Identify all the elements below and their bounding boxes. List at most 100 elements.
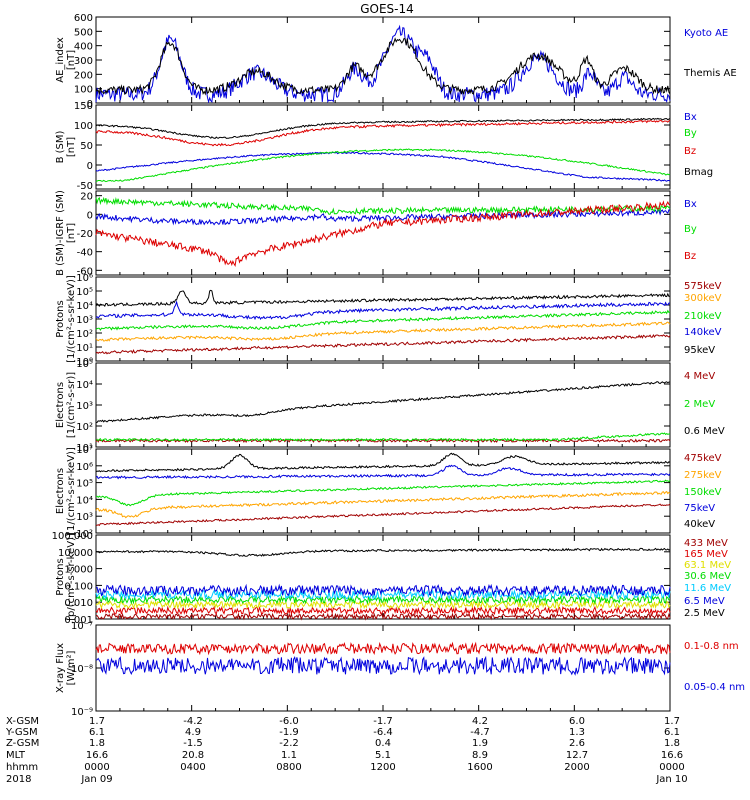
footer-cell: 1.3 bbox=[569, 727, 585, 738]
footer-cell: -1.5 bbox=[183, 738, 203, 749]
legend-entry: 40keV bbox=[684, 519, 715, 530]
legend-entry: 0.05-0.4 nm bbox=[684, 682, 745, 693]
footer-cell: -4.2 bbox=[183, 716, 203, 727]
y-tick-label: 10⁴ bbox=[76, 380, 93, 391]
series-line-300kev bbox=[95, 321, 671, 342]
y-axis-label: [nT] bbox=[66, 223, 77, 243]
y-tick-label: -20 bbox=[77, 229, 93, 240]
y-tick-label: -50 bbox=[77, 181, 93, 192]
y-axis-label: B (SM) bbox=[55, 130, 66, 163]
y-tick-label: 100 bbox=[74, 121, 93, 132]
y-tick-label: 20 bbox=[80, 192, 93, 203]
footer-cell: -2.2 bbox=[279, 738, 299, 749]
legend-entry: 150keV bbox=[684, 487, 722, 498]
y-tick-label: 100 bbox=[74, 85, 93, 96]
y-tick-label: 10³ bbox=[76, 401, 93, 412]
footer-cell: 1.8 bbox=[664, 738, 680, 749]
panel-frame bbox=[95, 362, 671, 448]
footer-cell: 2000 bbox=[564, 762, 589, 773]
legend-entry: 165 MeV bbox=[684, 549, 728, 560]
series-line-6-5-mev bbox=[95, 583, 671, 598]
footer-cell: 0.4 bbox=[375, 738, 391, 749]
footer-cell: 6.1 bbox=[89, 727, 105, 738]
legend-entry: 300keV bbox=[684, 293, 722, 304]
footer-cell: 8.9 bbox=[472, 750, 488, 761]
y-tick-label: 10⁻⁹ bbox=[71, 707, 93, 718]
panel-ae: 0 100 200 300 400 500 600 AE_index [nT] Kyoto AE T… bbox=[55, 13, 737, 110]
legend-entry: 0.6 MeV bbox=[684, 426, 725, 437]
series-line-0-6-mev bbox=[95, 381, 671, 423]
y-axis-label: Protons bbox=[55, 300, 66, 337]
legend-entry: 11.6 MeV bbox=[684, 583, 731, 594]
legend-entry: 4 MeV bbox=[684, 371, 715, 382]
footer-cell: 4.2 bbox=[472, 716, 488, 727]
y-tick-label: 50 bbox=[80, 141, 93, 152]
y-tick-label: 10⁵ bbox=[76, 287, 93, 298]
legend-entry: By bbox=[684, 224, 697, 235]
legend-entry: Themis AE bbox=[683, 68, 737, 79]
footer-cell: 5.1 bbox=[375, 750, 391, 761]
legend-entry: 63.1 MeV bbox=[684, 560, 731, 571]
panel-frame bbox=[95, 104, 671, 190]
y-tick-label: 10⁻⁷ bbox=[71, 621, 93, 632]
footer-cell: 2.6 bbox=[569, 738, 585, 749]
footer-cell: 12.7 bbox=[566, 750, 588, 761]
legend-entry: 95keV bbox=[684, 345, 715, 356]
y-axis-label: X-ray Flux bbox=[55, 643, 66, 693]
series-line-275kev bbox=[95, 490, 671, 519]
series-line-210kev bbox=[95, 309, 671, 331]
footer-row-label: Z-GSM bbox=[6, 738, 39, 749]
footer-cell: 6.0 bbox=[569, 716, 585, 727]
footer-cell: 0400 bbox=[180, 762, 205, 773]
y-tick-label: 500 bbox=[74, 27, 93, 38]
footer-row-label: 2018 bbox=[6, 774, 31, 785]
y-axis-label: B (SM)-IGRF (SM) bbox=[55, 190, 66, 276]
series-line-575kev bbox=[95, 333, 671, 355]
y-tick-label: 10⁷ bbox=[76, 445, 93, 456]
legend-entry: 475keV bbox=[684, 453, 722, 464]
series-line-4-mev bbox=[95, 438, 671, 444]
footer-cell: 4.9 bbox=[185, 727, 201, 738]
y-tick-label: 10⁵ bbox=[76, 479, 93, 490]
legend-entry: Kyoto AE bbox=[684, 28, 728, 39]
legend-entry: 210keV bbox=[684, 311, 722, 322]
series-line-0-05-0-4-nm bbox=[95, 655, 671, 676]
y-tick-label: 300 bbox=[74, 56, 93, 67]
legend-entry: 6.5 MeV bbox=[684, 596, 725, 607]
series-line-bx bbox=[95, 208, 671, 226]
y-tick-label: 10⁶ bbox=[76, 462, 93, 473]
footer-cell: -6.4 bbox=[373, 727, 393, 738]
y-tick-label: 10¹ bbox=[76, 443, 93, 454]
y-tick-label: 10¹ bbox=[76, 343, 93, 354]
footer-row-label: MLT bbox=[6, 750, 26, 761]
y-tick-label: -60 bbox=[77, 266, 93, 277]
y-tick-label: 10² bbox=[76, 329, 93, 340]
plot-title: GOES-14 bbox=[360, 2, 414, 16]
series-line-bx bbox=[95, 151, 671, 182]
footer-cell: 1.1 bbox=[281, 750, 297, 761]
y-tick-label: 150 bbox=[74, 101, 93, 112]
y-axis-label: [nT] bbox=[66, 137, 77, 157]
legend-entry: 2.5 MeV bbox=[684, 608, 725, 619]
footer-cell: -1.9 bbox=[279, 727, 299, 738]
footer-row-label: X-GSM bbox=[6, 716, 39, 727]
y-tick-label: 400 bbox=[74, 42, 93, 53]
footer-cell: 1.8 bbox=[89, 738, 105, 749]
legend-entry: Bz bbox=[684, 251, 696, 262]
footer-cell: 16.6 bbox=[86, 750, 108, 761]
panel-xray: 10⁻⁹ 10⁻⁸ 10⁻⁷ X-ray Flux [W/m²] 0.1-0.8 nm 0.… bbox=[55, 621, 745, 718]
series-line-bz bbox=[95, 200, 671, 268]
y-tick-label: 10.000 bbox=[58, 548, 93, 559]
footer-cell: Jan 09 bbox=[80, 774, 112, 785]
footer-cell: 0000 bbox=[659, 762, 684, 773]
series-line-2-5-mev bbox=[95, 547, 671, 557]
panel-frame bbox=[95, 534, 671, 620]
footer-cell: 1.7 bbox=[89, 716, 105, 727]
legend-entry: 0.1-0.8 nm bbox=[684, 641, 739, 652]
panel-digrf: -60 -40 -20 0 20 B (SM)-IGRF (SM) [nT] Bx By Bz bbox=[55, 190, 697, 277]
footer-cell: 1.9 bbox=[472, 738, 488, 749]
series-line-95kev bbox=[95, 289, 671, 307]
y-tick-label: 10⁴ bbox=[76, 495, 93, 506]
y-tick-label: -40 bbox=[77, 248, 93, 259]
y-axis-label: [nT] bbox=[66, 50, 77, 70]
